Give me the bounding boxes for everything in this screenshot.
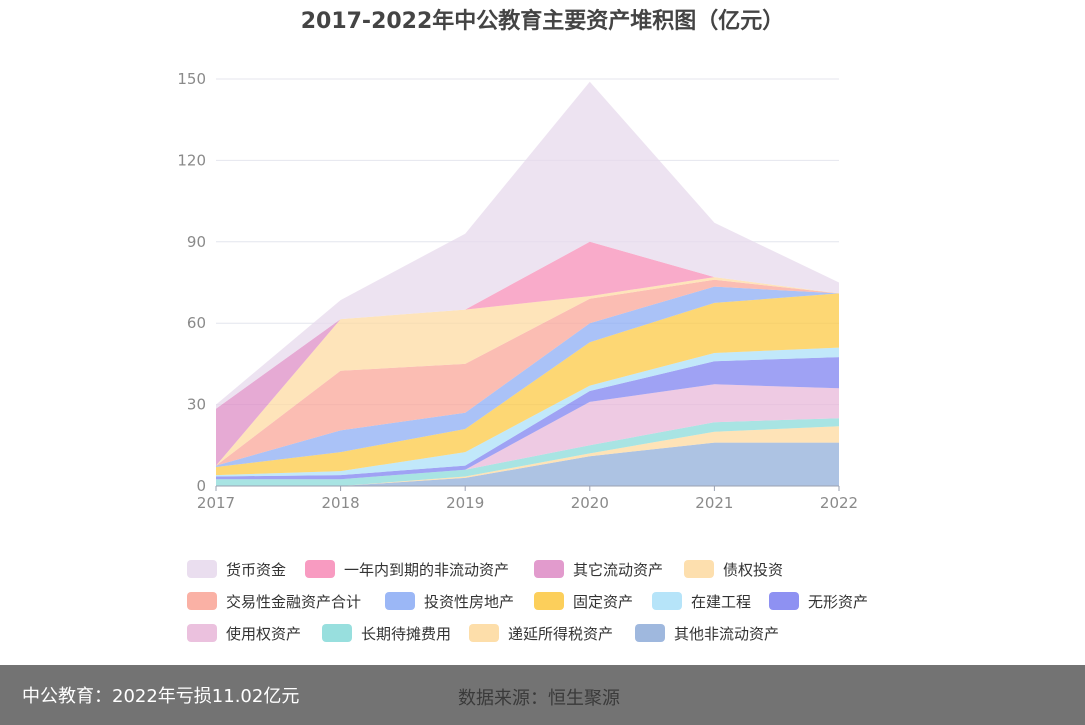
x-tick-label: 2019 xyxy=(446,494,484,512)
y-tick-label: 150 xyxy=(177,70,206,88)
y-tick-label: 90 xyxy=(187,233,206,251)
x-tick-label: 2021 xyxy=(695,494,733,512)
y-tick-label: 120 xyxy=(177,151,206,169)
legend-swatch xyxy=(305,560,335,578)
legend-label: 使用权资产 xyxy=(226,624,302,643)
stacked-area-chart: 0 30 60 90 120 150 2017 2018 2019 2020 2021 2022 xyxy=(177,70,858,512)
legend-item[interactable]: 债权投资 xyxy=(684,558,783,580)
legend-item[interactable]: 无形资产 xyxy=(769,590,868,612)
legend-label: 递延所得税资产 xyxy=(508,624,614,643)
legend-swatch xyxy=(769,592,799,610)
legend-item[interactable]: 其它流动资产 xyxy=(534,558,663,580)
legend-label: 货币资金 xyxy=(226,560,287,579)
legend-swatch xyxy=(534,592,564,610)
legend-label: 其它流动资产 xyxy=(573,560,664,579)
legend-label: 长期待摊费用 xyxy=(361,624,452,643)
legend-swatch xyxy=(187,624,217,642)
legend-label: 在建工程 xyxy=(691,592,752,611)
legend-item[interactable]: 交易性金融资产合计 xyxy=(187,590,361,612)
legend-swatch xyxy=(187,592,217,610)
footer-bar: 中公教育：2022年亏损11.02亿元 数据来源：恒生聚源 xyxy=(0,665,1085,725)
legend-swatch xyxy=(652,592,682,610)
legend-item[interactable]: 固定资产 xyxy=(534,590,633,612)
legend-swatch xyxy=(187,560,217,578)
legend-label: 其他非流动资产 xyxy=(674,624,780,643)
legend-swatch xyxy=(684,560,714,578)
y-tick-label: 30 xyxy=(187,396,206,414)
legend-item[interactable]: 投资性房地产 xyxy=(385,590,514,612)
legend-swatch xyxy=(469,624,499,642)
area-series xyxy=(216,286,839,467)
legend-swatch xyxy=(322,624,352,642)
legend-item[interactable]: 使用权资产 xyxy=(187,622,301,644)
legend-item[interactable]: 货币资金 xyxy=(187,558,286,580)
x-tick-label: 2017 xyxy=(197,494,235,512)
footer-summary: 中公教育：2022年亏损11.02亿元 xyxy=(22,686,300,707)
legend-swatch xyxy=(385,592,415,610)
area-series xyxy=(216,384,839,480)
legend-label: 投资性房地产 xyxy=(424,592,515,611)
area-series xyxy=(216,442,839,486)
x-tick-label: 2020 xyxy=(571,494,609,512)
legend-item[interactable]: 在建工程 xyxy=(652,590,751,612)
legend-swatch xyxy=(635,624,665,642)
legend-label: 无形资产 xyxy=(808,592,869,611)
area-series xyxy=(216,418,839,486)
chart-title: 2017-2022年中公教育主要资产堆积图（亿元） xyxy=(300,9,785,34)
legend-label: 债权投资 xyxy=(723,560,784,579)
x-tick-label: 2018 xyxy=(322,494,360,512)
area-series xyxy=(216,357,839,480)
y-tick-label: 0 xyxy=(196,477,206,495)
legend-label: 固定资产 xyxy=(573,592,634,611)
area-series-layer xyxy=(216,81,839,486)
legend-item[interactable]: 递延所得税资产 xyxy=(469,622,613,644)
x-tick-label: 2022 xyxy=(820,494,858,512)
footer-source: 数据来源：恒生聚源 xyxy=(458,688,620,709)
area-series xyxy=(216,426,839,486)
legend-label: 交易性金融资产合计 xyxy=(226,592,362,611)
area-series xyxy=(216,293,839,476)
legend-label: 一年内到期的非流动资产 xyxy=(344,560,510,579)
legend-item[interactable]: 长期待摊费用 xyxy=(322,622,451,644)
legend-item[interactable]: 其他非流动资产 xyxy=(635,622,779,644)
legend-item[interactable]: 一年内到期的非流动资产 xyxy=(305,558,509,580)
legend-swatch xyxy=(534,560,564,578)
area-series xyxy=(216,81,839,409)
area-series xyxy=(216,277,839,466)
area-series xyxy=(216,279,839,466)
y-tick-label: 60 xyxy=(187,314,206,332)
axes: 0 30 60 90 120 150 2017 2018 2019 2020 2021 2022 xyxy=(177,70,858,512)
